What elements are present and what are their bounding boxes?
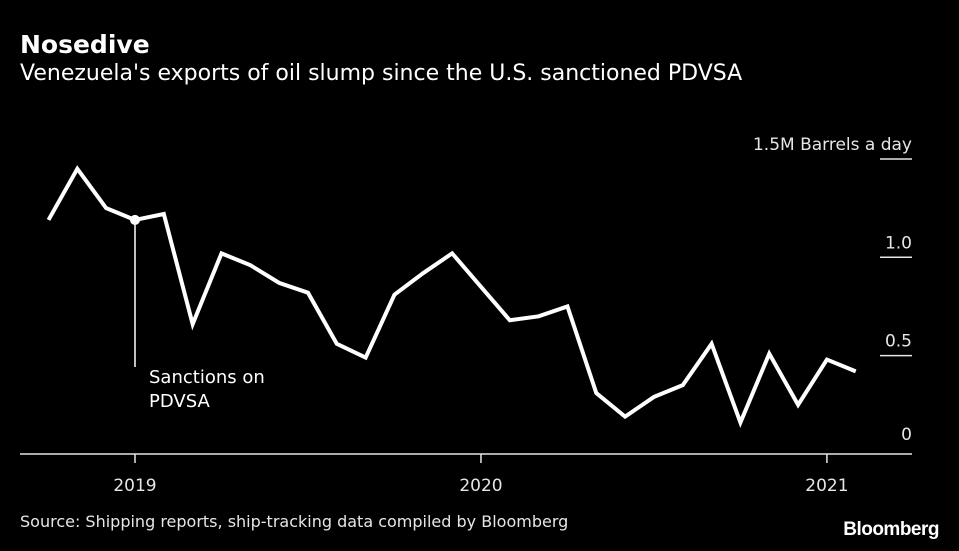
annotation-label: Sanctions on bbox=[149, 367, 265, 388]
chart-title: Nosedive bbox=[20, 30, 150, 59]
annotation-marker bbox=[130, 214, 140, 225]
x-tick-label: 2021 bbox=[805, 476, 848, 496]
y-tick-label: 1.5M Barrels a day bbox=[753, 135, 912, 155]
y-tick-label: 1.0 bbox=[885, 233, 912, 253]
x-tick-label: 2020 bbox=[459, 476, 502, 496]
source-note: Source: Shipping reports, ship-tracking … bbox=[20, 512, 569, 531]
y-tick-label: 0.5 bbox=[885, 332, 912, 352]
y-tick-label: 0 bbox=[901, 425, 912, 445]
bloomberg-logo: Bloomberg bbox=[843, 519, 939, 540]
chart-subtitle: Venezuela's exports of oil slump since t… bbox=[20, 61, 743, 86]
annotation-label: PDVSA bbox=[149, 391, 210, 412]
x-tick-label: 2019 bbox=[113, 476, 156, 496]
